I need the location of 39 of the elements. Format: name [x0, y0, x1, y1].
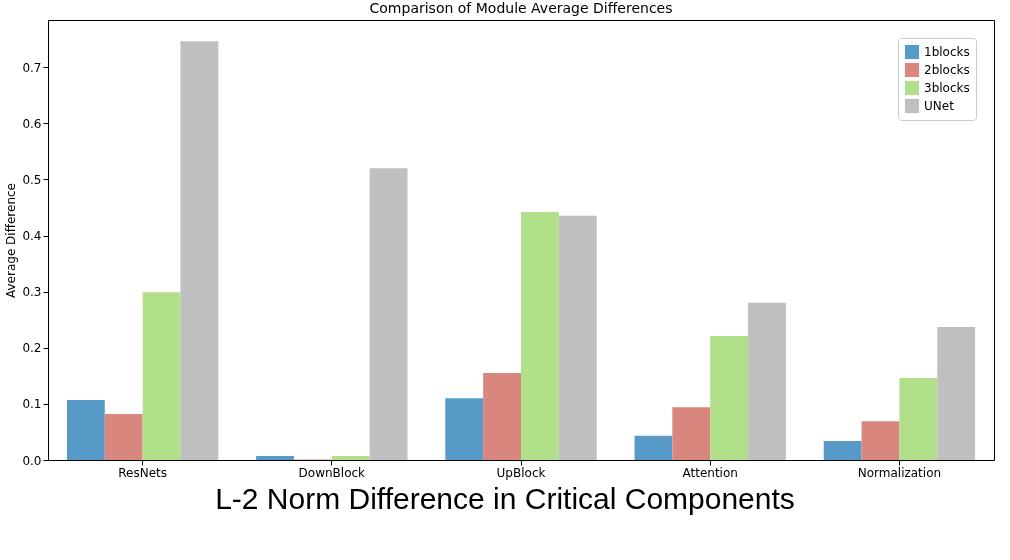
x-tick-label: UpBlock — [496, 465, 546, 480]
legend-label: 1blocks — [924, 45, 970, 59]
x-tick-label: ResNets — [118, 465, 167, 480]
bar — [558, 215, 597, 460]
bar — [180, 41, 219, 460]
bar — [861, 421, 900, 460]
legend-label: UNet — [924, 99, 955, 113]
y-tick-label: 0.4 — [22, 229, 42, 244]
x-tick-label: DownBlock — [298, 465, 366, 480]
x-tick-label: Attention — [682, 465, 738, 480]
bar — [256, 456, 294, 460]
bar — [672, 407, 711, 460]
bar — [104, 413, 143, 460]
x-tick-label: Normalization — [857, 465, 942, 480]
bar — [937, 326, 976, 460]
y-tick-label: 0.0 — [22, 453, 42, 468]
bar — [899, 378, 938, 460]
y-tick-label: 0.6 — [22, 116, 42, 131]
bar — [521, 211, 559, 460]
bar — [710, 335, 749, 460]
bar — [483, 373, 521, 460]
bar — [331, 456, 370, 460]
y-tick-label: 0.7 — [22, 60, 42, 75]
bar — [142, 292, 181, 460]
y-tick-label: 0.5 — [22, 172, 42, 187]
bar — [445, 398, 484, 460]
bar — [748, 302, 786, 460]
bar — [634, 435, 673, 460]
y-axis-title: Average Difference — [4, 183, 19, 298]
y-tick-label: 0.3 — [22, 285, 42, 300]
legend-label: 3blocks — [924, 81, 970, 95]
bar — [823, 440, 862, 460]
bar — [369, 168, 408, 460]
chart-title: Comparison of Module Average Differences — [369, 0, 673, 16]
legend-label: 2blocks — [924, 63, 970, 77]
text: L-2 Norm Difference in Critical Components — [214, 482, 796, 516]
y-tick-label: 0.2 — [22, 341, 42, 356]
y-tick-label: 0.1 — [22, 397, 42, 412]
bar — [66, 399, 105, 460]
